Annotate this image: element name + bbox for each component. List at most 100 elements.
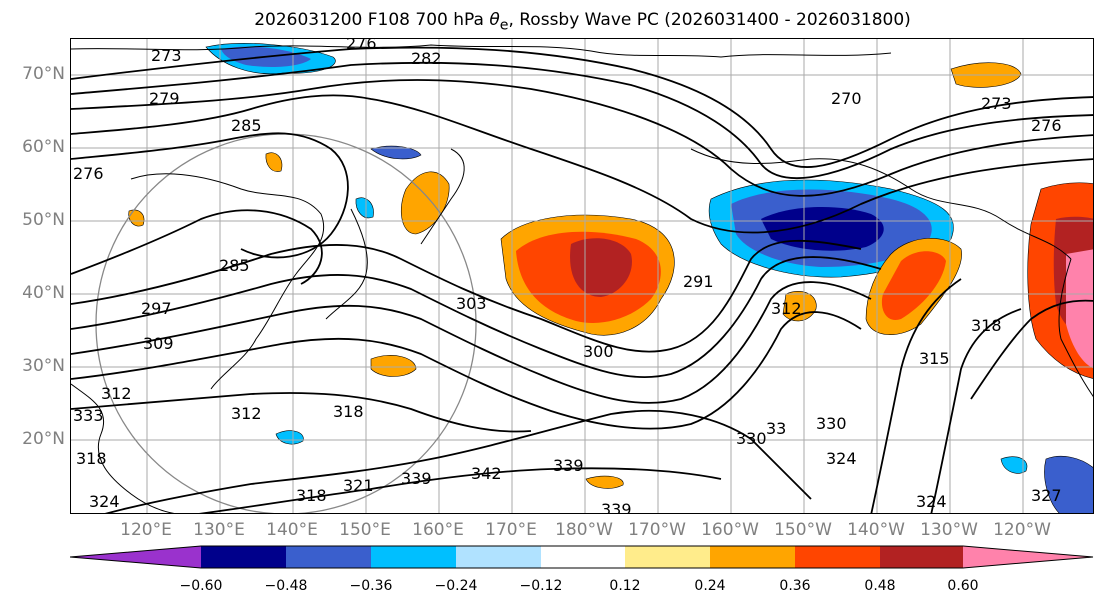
lat-label: 20°N bbox=[22, 429, 65, 449]
colorbar-tick: −0.48 bbox=[264, 578, 308, 594]
negative-anomaly-area bbox=[1000, 456, 1028, 474]
contour-label: 342 bbox=[471, 464, 502, 483]
lon-label: 170°W bbox=[628, 520, 686, 540]
lon-label: 140°W bbox=[847, 520, 905, 540]
contour-label: 339 bbox=[401, 469, 432, 488]
contour-label: 285 bbox=[231, 116, 262, 135]
lon-label: 120°W bbox=[993, 520, 1051, 540]
contour-label: 315 bbox=[919, 349, 950, 368]
contour-label: 339 bbox=[601, 500, 632, 514]
contour-label: 33 bbox=[766, 419, 786, 438]
colorbar-tick: 0.12 bbox=[609, 578, 641, 594]
contour-label: 339 bbox=[553, 456, 584, 475]
contour-label-group: 276 273 282 279 285 270 273 276 276 285 … bbox=[73, 39, 1062, 514]
positive-anomaly-area bbox=[370, 355, 417, 377]
map-canvas: 276 273 282 279 285 270 273 276 276 285 … bbox=[71, 39, 1093, 514]
title-suffix: , Rossby Wave PC (2026031400 - 202603180… bbox=[508, 10, 911, 30]
colorbar-tick: −0.24 bbox=[434, 578, 478, 594]
contour-label: 291 bbox=[683, 272, 714, 291]
lat-label: 60°N bbox=[22, 137, 65, 157]
colorbar-tick: 0.48 bbox=[864, 578, 896, 594]
lon-label: 160°W bbox=[701, 520, 759, 540]
colorbar-tick: 0.60 bbox=[947, 578, 979, 594]
contour-label: 318 bbox=[971, 316, 1002, 335]
negative-anomaly-area bbox=[275, 430, 304, 445]
contour-label: 330 bbox=[736, 429, 767, 448]
contour-label: 285 bbox=[219, 256, 250, 275]
contour-label: 324 bbox=[916, 492, 947, 511]
positive-anomaly-area bbox=[400, 171, 450, 235]
contour-label: 312 bbox=[231, 404, 262, 423]
positive-anomaly-area bbox=[570, 238, 632, 297]
colorbar-tick: −0.60 bbox=[179, 578, 223, 594]
contour-label: 270 bbox=[831, 89, 862, 108]
contour-label: 333 bbox=[73, 406, 104, 425]
lon-label: 130°E bbox=[193, 520, 245, 540]
colorbar-bin bbox=[795, 546, 880, 568]
anomaly-shading bbox=[128, 43, 1093, 513]
figure-title: 2026031200 F108 700 hPa θe, Rossby Wave … bbox=[0, 10, 1105, 33]
colorbar-bin bbox=[710, 546, 795, 568]
colorbar-bin bbox=[625, 546, 710, 568]
contour-label: 276 bbox=[346, 39, 377, 53]
negative-anomaly-area bbox=[370, 145, 422, 160]
positive-anomaly-area bbox=[265, 152, 283, 172]
colorbar bbox=[70, 545, 1094, 569]
map-panel: 276 273 282 279 285 270 273 276 276 285 … bbox=[70, 38, 1094, 514]
colorbar-bin bbox=[201, 546, 286, 568]
contour-label: 300 bbox=[583, 342, 614, 361]
contour-label: 276 bbox=[1031, 116, 1062, 135]
lon-label: 160°E bbox=[412, 520, 464, 540]
colorbar-tick: 0.36 bbox=[779, 578, 811, 594]
lon-label: 150°W bbox=[774, 520, 832, 540]
contour-label: 273 bbox=[151, 46, 182, 65]
contour-label: 312 bbox=[771, 299, 802, 318]
positive-anomaly-area bbox=[881, 251, 946, 320]
lat-label: 70°N bbox=[22, 64, 65, 84]
contour-label: 282 bbox=[411, 49, 442, 68]
colorbar-tick: 0.24 bbox=[694, 578, 726, 594]
contour-label: 324 bbox=[89, 492, 120, 511]
contour-label: 303 bbox=[456, 294, 487, 313]
colorbar-bin bbox=[456, 546, 541, 568]
contour-label: 324 bbox=[826, 449, 857, 468]
contour-label: 279 bbox=[149, 89, 180, 108]
lon-label: 180°W bbox=[555, 520, 613, 540]
contour-label: 321 bbox=[343, 476, 374, 495]
colorbar-bin bbox=[541, 546, 625, 568]
colorbar-tick: −0.12 bbox=[519, 578, 563, 594]
positive-anomaly-area bbox=[585, 475, 624, 489]
graticule bbox=[71, 39, 1093, 513]
lon-label: 170°E bbox=[485, 520, 537, 540]
colorbar-bin bbox=[371, 546, 456, 568]
title-text: 2026031200 F108 700 hPa bbox=[254, 10, 490, 30]
colorbar-tick: −0.36 bbox=[349, 578, 393, 594]
positive-anomaly-area bbox=[128, 209, 145, 227]
contour-label: 318 bbox=[76, 449, 107, 468]
title-theta-subscript: e bbox=[499, 17, 509, 34]
negative-anomaly-area bbox=[1044, 456, 1093, 513]
contour-label: 312 bbox=[101, 384, 132, 403]
lat-label: 50°N bbox=[22, 210, 65, 230]
colorbar-outline bbox=[70, 545, 1094, 569]
title-theta: θ bbox=[489, 10, 500, 30]
contour-label: 273 bbox=[981, 94, 1012, 113]
theta-e-contours bbox=[71, 46, 1093, 513]
contour-label: 318 bbox=[296, 486, 327, 505]
lon-label: 120°E bbox=[120, 520, 172, 540]
contour-label: 318 bbox=[333, 402, 364, 421]
contour-label: 330 bbox=[816, 414, 847, 433]
lon-label: 130°W bbox=[920, 520, 978, 540]
colorbar-extend-high bbox=[963, 546, 1093, 568]
colorbar-bin bbox=[286, 546, 371, 568]
lon-label: 150°E bbox=[339, 520, 391, 540]
lat-label: 40°N bbox=[22, 283, 65, 303]
negative-anomaly-area bbox=[355, 197, 374, 219]
contour-label: 327 bbox=[1031, 486, 1062, 505]
contour-label: 297 bbox=[141, 299, 172, 318]
positive-anomaly-area bbox=[1066, 249, 1093, 368]
contour-label: 309 bbox=[143, 334, 174, 353]
colorbar-bin bbox=[880, 546, 963, 568]
contour-label: 276 bbox=[73, 164, 104, 183]
lat-label: 30°N bbox=[22, 356, 65, 376]
